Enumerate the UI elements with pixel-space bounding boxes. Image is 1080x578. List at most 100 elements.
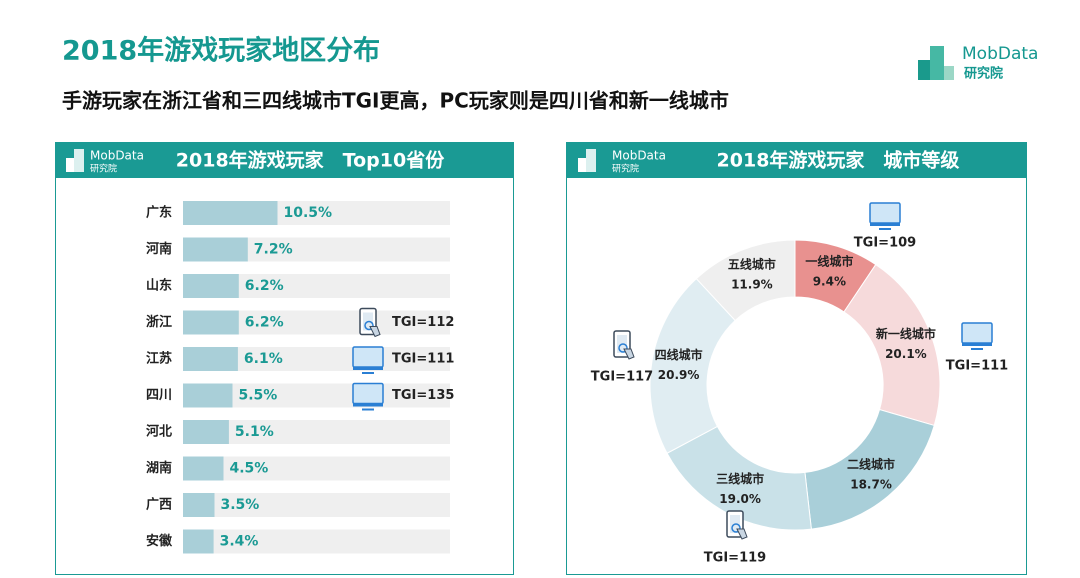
bar	[183, 347, 238, 371]
bar	[183, 310, 239, 335]
logo-sub: 研究院	[612, 163, 639, 175]
logo-name: MobData	[90, 149, 144, 163]
logo-shape	[74, 149, 84, 172]
slice-category: 三线城市	[716, 471, 764, 486]
bar	[183, 201, 278, 225]
value-label: 4.5%	[230, 461, 269, 477]
monitor-base	[353, 367, 383, 370]
tgi-label: TGI=111	[946, 359, 1008, 374]
category-label: 山东	[146, 278, 172, 294]
monitor	[352, 382, 384, 405]
logo-shape	[944, 66, 954, 80]
monitor	[352, 346, 384, 368]
logo-name: MobData	[612, 149, 666, 163]
slice-category: 五线城市	[728, 257, 776, 272]
bar-track	[183, 456, 450, 481]
panel-header	[55, 142, 514, 178]
donut-slice	[695, 239, 796, 322]
hand	[369, 326, 381, 338]
slice-category: 二线城市	[847, 457, 895, 472]
category-label: 浙江	[146, 314, 172, 330]
panel-logo: MobData 研究院	[578, 149, 666, 175]
mobile-icon	[613, 330, 635, 360]
bar-track	[183, 493, 450, 517]
slice-value: 20.9%	[658, 368, 700, 382]
slice-value: 11.9%	[731, 278, 773, 292]
slice-category: 四线城市	[655, 347, 703, 362]
mobile-icon	[726, 510, 748, 540]
logo-shape	[918, 60, 930, 80]
bar	[183, 383, 233, 408]
tgi-label: TGI=119	[704, 551, 766, 566]
monitor-stand	[362, 408, 374, 411]
tgi-label: TGI=109	[854, 236, 916, 251]
value-label: 3.4%	[220, 534, 259, 550]
monitor-stand	[362, 372, 374, 374]
logo-shape	[578, 158, 586, 172]
slice-value: 9.4%	[813, 275, 846, 289]
slice-value: 19.0%	[719, 492, 761, 506]
pc-icon	[961, 322, 993, 350]
logo-shape	[66, 158, 74, 172]
category-label: 河南	[146, 241, 172, 257]
chart-title: 2018年游戏玩家 城市等级	[717, 149, 960, 172]
tgi-label: TGI=117	[591, 370, 653, 385]
monitor	[869, 202, 901, 224]
category-label: 安徽	[146, 533, 173, 549]
mobile-icon	[359, 307, 381, 338]
category-label: 四川	[146, 388, 172, 403]
pc-icon	[352, 346, 384, 374]
value-label: 6.2%	[245, 315, 284, 331]
monitor	[961, 322, 993, 344]
chart-title: 2018年游戏玩家 Top10省份	[176, 149, 445, 172]
monitor-stand	[971, 348, 983, 350]
category-label: 广东	[146, 205, 172, 221]
pc-icon	[869, 202, 901, 230]
slice-value: 20.1%	[885, 347, 927, 361]
bar-track	[183, 529, 450, 554]
logo-sub: 研究院	[964, 66, 1003, 82]
slice-value: 18.7%	[850, 478, 892, 492]
logo-name: MobData	[962, 44, 1038, 64]
hand	[623, 348, 635, 360]
bar	[183, 274, 239, 298]
page-title: 2018年游戏玩家地区分布	[62, 35, 380, 67]
bar	[183, 420, 229, 444]
panel-logo: MobData 研究院	[66, 149, 144, 175]
tgi-label: TGI=112	[392, 315, 454, 330]
phone-touch	[364, 320, 374, 331]
monitor-stand	[879, 228, 891, 230]
phone-touch	[731, 523, 741, 533]
bar	[183, 529, 214, 554]
category-label: 湖南	[146, 460, 172, 476]
panel-header	[566, 142, 1027, 178]
value-label: 5.1%	[235, 424, 274, 440]
bar	[183, 493, 215, 517]
value-label: 3.5%	[221, 497, 260, 513]
logo-shape	[586, 149, 596, 172]
value-label: 7.2%	[254, 242, 293, 258]
phone-touch	[618, 343, 628, 353]
tgi-label: TGI=135	[392, 388, 454, 403]
hand	[736, 528, 748, 540]
pc-icon	[352, 382, 384, 411]
logo: MobData 研究院	[918, 44, 1038, 82]
bar	[183, 237, 248, 262]
category-label: 广西	[146, 497, 172, 513]
value-label: 10.5%	[284, 205, 333, 221]
value-label: 6.1%	[244, 351, 283, 367]
logo-shape	[930, 46, 944, 80]
bar	[183, 456, 224, 481]
logo-sub: 研究院	[90, 163, 117, 175]
monitor-base	[870, 223, 900, 226]
category-label: 江苏	[146, 351, 172, 367]
tgi-label: TGI=111	[392, 352, 454, 367]
value-label: 6.2%	[245, 278, 284, 294]
monitor-base	[353, 403, 383, 407]
category-label: 河北	[146, 424, 172, 440]
slice-category: 新一线城市	[876, 326, 936, 341]
slice-category: 一线城市	[805, 254, 853, 269]
page-subtitle: 手游玩家在浙江省和三四线城市TGI更高，PC玩家则是四川省和新一线城市	[62, 89, 729, 113]
value-label: 5.5%	[239, 388, 278, 404]
